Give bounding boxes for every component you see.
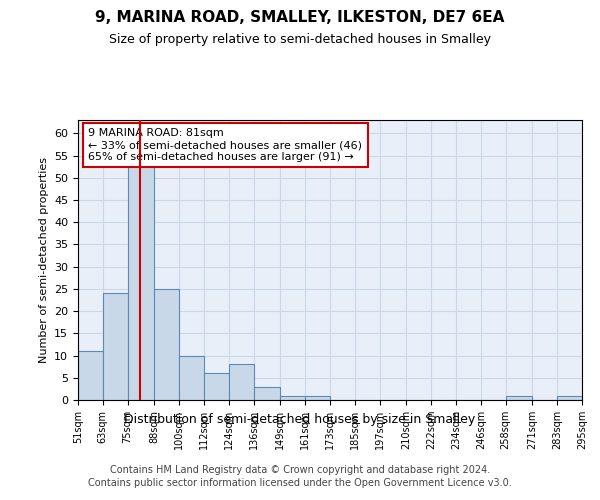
Text: Contains public sector information licensed under the Open Government Licence v3: Contains public sector information licen… <box>88 478 512 488</box>
Bar <box>154 289 179 400</box>
Bar <box>254 386 280 400</box>
Y-axis label: Number of semi-detached properties: Number of semi-detached properties <box>38 157 49 363</box>
Bar <box>557 396 582 400</box>
Bar <box>280 396 305 400</box>
Bar <box>506 396 532 400</box>
Bar <box>103 294 128 400</box>
Bar <box>179 356 204 400</box>
Text: Contains HM Land Registry data © Crown copyright and database right 2024.: Contains HM Land Registry data © Crown c… <box>110 465 490 475</box>
Text: 9 MARINA ROAD: 81sqm
← 33% of semi-detached houses are smaller (46)
65% of semi-: 9 MARINA ROAD: 81sqm ← 33% of semi-detac… <box>88 128 362 162</box>
Bar <box>305 396 330 400</box>
Bar <box>204 374 229 400</box>
Text: Distribution of semi-detached houses by size in Smalley: Distribution of semi-detached houses by … <box>124 412 476 426</box>
Bar <box>128 134 154 400</box>
Bar <box>78 351 103 400</box>
Bar <box>229 364 254 400</box>
Text: 9, MARINA ROAD, SMALLEY, ILKESTON, DE7 6EA: 9, MARINA ROAD, SMALLEY, ILKESTON, DE7 6… <box>95 10 505 25</box>
Text: Size of property relative to semi-detached houses in Smalley: Size of property relative to semi-detach… <box>109 32 491 46</box>
